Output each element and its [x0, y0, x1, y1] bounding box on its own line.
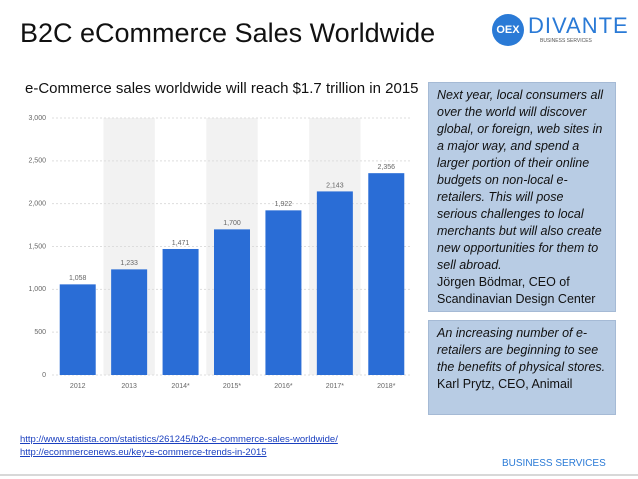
logo-name: DIVANTE: [528, 13, 629, 38]
bar: [162, 248, 199, 375]
source-link[interactable]: http://ecommercenews.eu/key-e-commerce-t…: [20, 447, 267, 458]
quote-author: Jörgen Bödmar, CEO of Scandinavian Desig…: [437, 275, 596, 306]
bar: [111, 269, 148, 375]
y-tick-label: 1,000: [28, 286, 46, 293]
y-tick-label: 500: [34, 329, 46, 336]
y-tick-label: 2,000: [28, 201, 46, 208]
y-tick-label: 2,500: [28, 158, 46, 165]
chart-title: e-Commerce sales worldwide will reach $1…: [25, 80, 419, 97]
footer-rule: [0, 474, 638, 476]
quote-text: Next year, local consumers all over the …: [437, 88, 604, 272]
source-link[interactable]: http://www.statista.com/statistics/26124…: [20, 434, 338, 445]
quote-box: An increasing number of e-retailers are …: [428, 320, 616, 415]
x-tick-label: 2016*: [274, 383, 293, 390]
value-label: 1,922: [275, 201, 293, 208]
footer: BUSINESS SERVICES: [502, 458, 606, 469]
bar: [316, 191, 353, 375]
quote-author: Karl Prytz, CEO, Animail: [437, 377, 573, 391]
slide-title: B2C eCommerce Sales Worldwide: [20, 18, 436, 48]
value-label: 1,700: [223, 220, 241, 227]
value-label: 1,471: [172, 240, 190, 247]
bar: [59, 284, 96, 375]
value-label: 1,058: [69, 275, 87, 282]
logo-mark: OEX: [492, 14, 524, 46]
x-tick-label: 2018*: [377, 383, 396, 390]
chart: 0 500 1,000 1,500 2,000 2,500 3,000 2012 1,058 20…: [28, 115, 412, 390]
x-tick-label: 2014*: [171, 383, 190, 390]
bar: [214, 229, 250, 375]
quote-box: Next year, local consumers all over the …: [428, 82, 616, 312]
y-tick-label: 0: [42, 372, 46, 379]
bar: [265, 210, 302, 375]
value-label: 2,143: [326, 182, 344, 189]
x-tick-label: 2013: [121, 383, 137, 390]
x-tick-label: 2012: [70, 383, 86, 390]
value-label: 2,356: [378, 164, 396, 171]
quote-text: An increasing number of e-retailers are …: [437, 326, 606, 374]
x-tick-label: 2015*: [223, 383, 242, 390]
y-tick-label: 1,500: [28, 243, 46, 250]
y-tick-label: 3,000: [28, 115, 46, 122]
bar: [368, 173, 405, 375]
x-tick-label: 2017*: [326, 383, 345, 390]
value-label: 1,233: [120, 260, 138, 267]
logo-tagline: BUSINESS SERVICES: [540, 38, 592, 44]
